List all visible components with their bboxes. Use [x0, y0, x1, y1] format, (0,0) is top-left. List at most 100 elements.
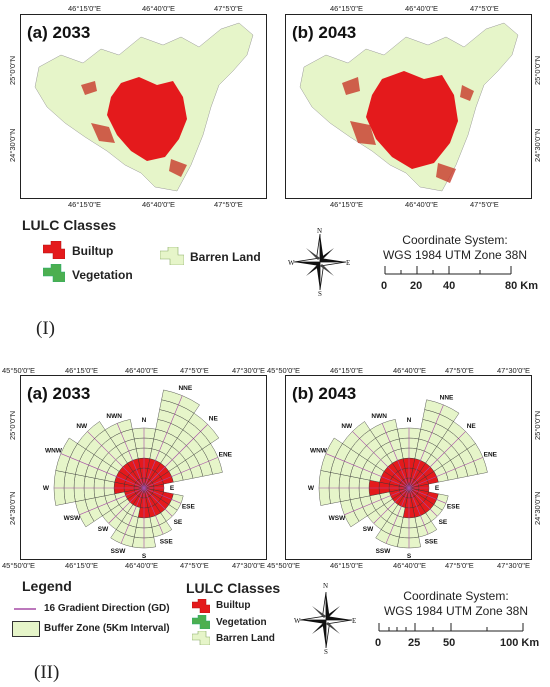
- direction-label: NNE: [440, 394, 454, 401]
- scale-tick: 80 Km: [505, 280, 539, 292]
- lon-label: 47°5'0"E: [445, 561, 474, 570]
- gradient-direction-line: [87, 431, 145, 489]
- gradient-direction-line: [373, 487, 410, 524]
- lon-label: 47°5'0"E: [214, 4, 243, 13]
- lon-label: 45°50'0"E: [267, 561, 300, 570]
- builtup-swatch: [43, 241, 65, 259]
- barren-land-label: Barren Land: [216, 633, 275, 644]
- vegetation-swatch: [192, 615, 210, 629]
- lon-label: 46°15'0"E: [330, 366, 363, 375]
- lulc-legend-heading: LULC Classes: [22, 217, 117, 233]
- map-title: (a) 2033: [27, 384, 91, 403]
- lon-label: 46°40'0"E: [405, 200, 438, 209]
- vegetation-swatch: [43, 264, 65, 282]
- gradient-direction-line: [385, 487, 410, 544]
- direction-label: SSW: [376, 548, 392, 555]
- gradient-direction-line: [408, 487, 438, 517]
- lon-label: 46°40'0"E: [393, 561, 426, 570]
- scale-tick: 0: [375, 637, 382, 649]
- lon-label: 47°5'0"E: [180, 366, 209, 375]
- compass-s: S: [324, 648, 328, 656]
- gradient-direction-line: [408, 487, 447, 504]
- lon-label: 46°15'0"E: [65, 561, 98, 570]
- lon-label: 47°30'0"E: [497, 366, 530, 375]
- compass-w: W: [288, 259, 295, 267]
- lat-label: 24°30'0"N: [533, 128, 542, 162]
- barren-land-label: Barren Land: [190, 250, 261, 264]
- direction-label: SSE: [160, 539, 174, 546]
- lon-label: 47°30'0"E: [232, 366, 265, 375]
- coordinate-system: Coordinate System: WGS 1984 UTM Zone 38N: [372, 589, 540, 619]
- gradient-direction-line: [344, 487, 410, 516]
- scale-tick: 50: [443, 637, 456, 649]
- lon-label: 46°40'0"E: [125, 366, 158, 375]
- gradient-direction-line: [120, 487, 145, 544]
- scale-tick: 100 Km: [500, 637, 540, 649]
- compass-e: E: [352, 617, 357, 625]
- buffer-sector: [369, 419, 398, 439]
- direction-label: SW: [363, 526, 374, 533]
- gradient-direction-line: [408, 457, 484, 489]
- builtup-swatch: [192, 599, 210, 613]
- lat-label: 24°30'0"N: [533, 491, 542, 525]
- lon-label: 47°30'0"E: [232, 561, 265, 570]
- lon-label: 45°50'0"E: [2, 366, 35, 375]
- gradient-direction-line: [408, 431, 466, 489]
- compass-n: N: [317, 227, 323, 235]
- gradient-direction-line: [108, 487, 145, 524]
- lat-label: 25°0'0"N: [533, 410, 542, 440]
- gradient-rose-2033: N NNE NE ENE E ESE SE SSE S SSW SW WSW W WNW NW NWN: [43, 385, 233, 559]
- coordinate-system-line2: WGS 1984 UTM Zone 38N: [383, 604, 529, 618]
- direction-label: S: [142, 553, 147, 559]
- map-2033-lulc: (a) 2033: [20, 14, 267, 199]
- gradient-direction-line: [352, 431, 410, 489]
- scale-tick: 25: [408, 637, 421, 649]
- gradient-rose-2043: N NNE NE ENE E ESE SE SSE S SSW SW WSW W WNW NW NWN: [308, 394, 498, 559]
- buffer-zone-swatch: [12, 621, 40, 637]
- section-label: (I): [36, 318, 55, 339]
- direction-label: NE: [209, 416, 219, 423]
- direction-label: S: [407, 553, 412, 559]
- map-title: (b) 2043: [292, 384, 357, 403]
- direction-label: NNE: [178, 385, 192, 392]
- builtup-region: [107, 77, 187, 161]
- lulc-map-2043: [299, 22, 519, 192]
- coordinate-system: Coordinate System: WGS 1984 UTM Zone 38N: [380, 233, 530, 263]
- lon-label: 46°40'0"E: [142, 200, 175, 209]
- lon-label: 47°5'0"E: [470, 4, 499, 13]
- lon-label: 46°15'0"E: [68, 4, 101, 13]
- gradient-direction-line: [116, 423, 145, 489]
- lon-label: 46°15'0"E: [330, 561, 363, 570]
- direction-label: WSW: [64, 515, 81, 522]
- gradient-direction-line: [143, 487, 182, 504]
- buffer-label: Buffer Zone (5Km Interval): [44, 623, 170, 634]
- gradient-direction-line: [408, 404, 444, 489]
- scale-tick: 20: [410, 280, 423, 292]
- barren-land-swatch: [160, 247, 184, 265]
- coordinate-system-line1: Coordinate System:: [403, 589, 509, 603]
- lon-label: 45°50'0"E: [267, 366, 300, 375]
- map-2043-gradient: N NNE NE ENE E ESE SE SSE S SSW SW WSW W WNW NW NWN (b)…: [285, 375, 532, 560]
- vegetation-label: Vegetation: [72, 268, 133, 282]
- gradient-direction-line: [79, 487, 145, 516]
- lon-label: 46°15'0"E: [330, 200, 363, 209]
- direction-label: NE: [467, 423, 477, 430]
- barren-land-swatch: [192, 631, 210, 645]
- lon-label: 46°40'0"E: [405, 4, 438, 13]
- builtup-label: Builtup: [216, 600, 251, 611]
- buffer-sector: [466, 443, 488, 475]
- gradient-direction-line: [143, 487, 164, 535]
- compass-s: S: [318, 290, 322, 298]
- lon-label: 46°40'0"E: [393, 366, 426, 375]
- gradient-direction-line: [143, 487, 173, 517]
- direction-label: ESE: [447, 503, 461, 510]
- map-2043-lulc: (b) 2043: [285, 14, 532, 199]
- buffer-sector: [201, 443, 223, 475]
- gradient-direction-line: [325, 453, 410, 489]
- direction-label: WNW: [310, 447, 328, 454]
- map-title: (a) 2033: [27, 23, 91, 42]
- direction-label: NWN: [106, 413, 122, 420]
- lon-label: 46°15'0"E: [68, 200, 101, 209]
- direction-label: SE: [439, 519, 448, 526]
- builtup-label: Builtup: [72, 244, 114, 258]
